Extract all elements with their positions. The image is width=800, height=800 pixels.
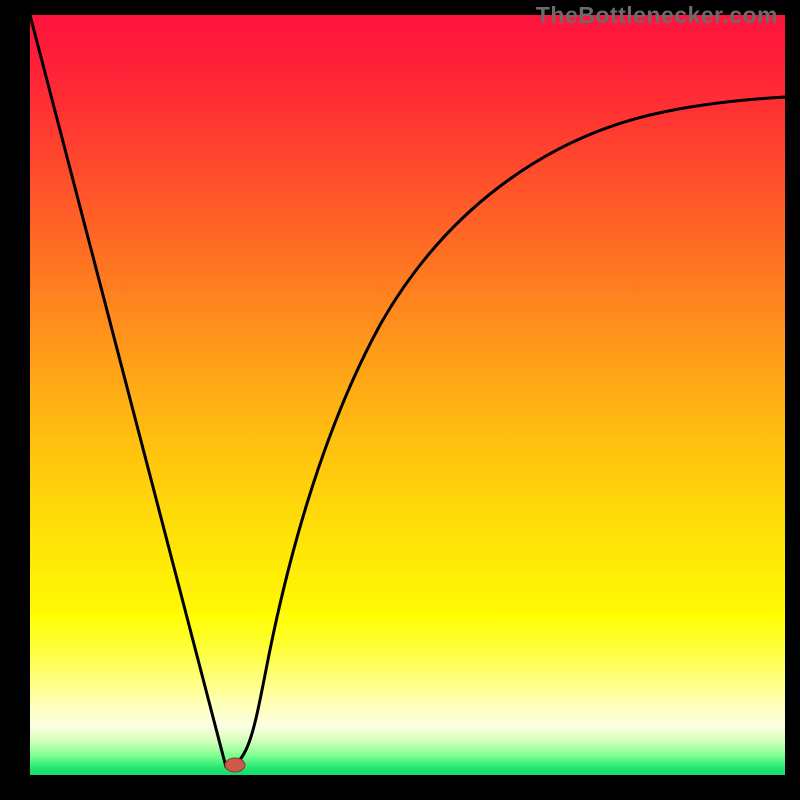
optimal-point-marker [225,758,245,772]
watermark-text: TheBottlenecker.com [536,2,778,29]
bottleneck-curve [30,15,785,767]
plot-area [30,15,785,775]
chart-svg [30,15,785,775]
gradient-background [30,15,785,775]
chart-frame: TheBottlenecker.com [0,0,800,800]
